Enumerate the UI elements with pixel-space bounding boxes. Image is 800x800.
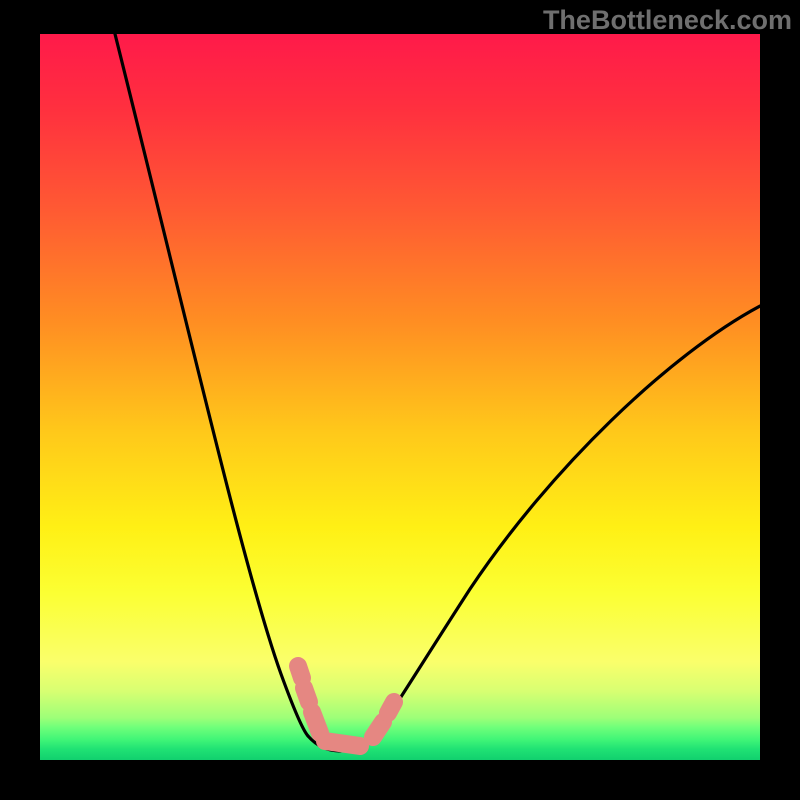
root-container: TheBottleneck.com xyxy=(0,0,800,800)
plot-area xyxy=(40,34,760,760)
marker-segment xyxy=(312,712,320,733)
plot-background xyxy=(40,34,760,760)
marker-segment xyxy=(373,722,383,737)
marker-segment xyxy=(325,741,360,746)
marker-segment xyxy=(304,688,309,702)
plot-svg xyxy=(40,34,760,760)
marker-segment xyxy=(388,702,394,713)
marker-segment xyxy=(298,666,302,678)
watermark-text: TheBottleneck.com xyxy=(543,5,792,36)
